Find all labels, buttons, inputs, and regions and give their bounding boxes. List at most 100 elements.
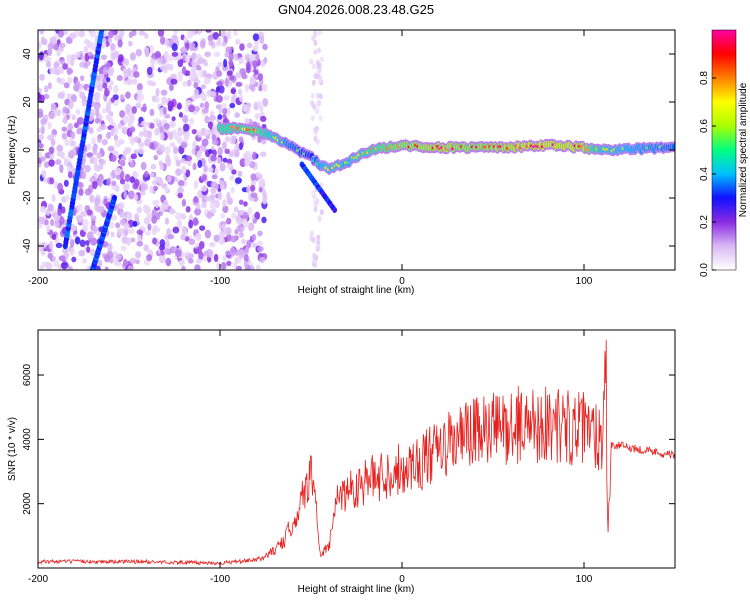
spectrogram-noise-cell [123,190,128,199]
spectrogram-noise-cell [257,73,264,81]
spectrogram-noise-cell [173,146,179,155]
spectrogram-noise-cell [230,186,235,194]
spectrogram-noise-cell [314,129,319,136]
spectrogram-noise-cell [208,148,213,155]
spectrogram-noise-cell [210,207,217,214]
spectrogram-noise-cell [136,83,143,91]
spectrogram-x-tick-label: -200 [28,276,48,287]
spectrogram-y-tick-label: -40 [22,238,33,253]
spectrogram-noise-cell [180,213,187,220]
spectrogram-noise-cell [84,164,91,173]
spectrogram-marks [38,30,675,270]
spectrogram-noise-cell [146,80,154,86]
spectrogram-noise-cell [168,131,174,141]
spectrogram-noise-cell [312,63,317,70]
spectrogram-noise-cell [185,205,191,213]
spectrogram-noise-cell [40,36,46,45]
spectrogram-noise-cell [204,51,212,58]
spectrogram-noise-cell [197,159,203,169]
spectrogram-noise-cell [132,221,138,227]
spectrogram-noise-cell [313,205,318,212]
spectrogram-noise-cell [247,206,253,216]
spectrogram-noise-cell [224,136,231,143]
spectrogram-noise-cell [224,52,230,58]
colorbar-gradient [711,29,737,271]
spectrogram-noise-cell [144,50,150,58]
spectrogram-noise-cell [114,33,120,41]
spectrogram-noise-cell [316,47,321,54]
spectrogram-noise-cell [63,116,68,125]
spectrogram-noise-cell [217,146,223,156]
spectrogram-noise-cell [106,177,112,187]
spectrogram-noise-cell [49,177,55,185]
spectrogram-noise-cell [261,216,267,224]
spectrogram-noise-cell [180,141,188,149]
spectrogram-noise-cell [193,82,199,89]
spectrogram-noise-cell [171,43,178,52]
spectrogram-noise-cell [168,83,174,92]
spectrogram-noise-cell [59,163,64,173]
spectrogram-noise-cell [233,261,238,270]
spectrogram-noise-cell [203,164,208,173]
spectrogram-noise-cell [180,234,186,241]
spectrogram-noise-cell [200,92,207,102]
spectrogram-noise-cell [175,159,181,167]
spectrogram-noise-cell [317,30,322,36]
snr-frame [37,329,676,569]
spectrogram-noise-cell [198,69,205,78]
spectrogram-noise-cell [238,136,244,143]
spectrogram-noise-cell [236,214,241,223]
spectrogram-noise-cell [97,259,103,268]
spectrogram-noise-cell [233,30,238,36]
spectrogram-noise-cell [114,139,121,148]
spectrogram-noise-cell [43,176,48,184]
spectrogram-noise-cell [219,184,225,190]
spectrogram-noise-cell [67,123,74,131]
spectrogram-noise-cell [58,255,66,262]
spectrogram-noise-cell [151,215,158,224]
spectrogram-noise-cell [60,59,66,65]
spectrogram-noise-cell [118,202,125,210]
spectrogram-noise-cell [38,216,45,225]
spectrogram-noise-cell [149,108,155,117]
spectrogram-noise-cell [222,199,227,208]
spectrogram-noise-cell [110,42,115,52]
spectrogram-noise-cell [157,30,165,37]
spectrogram-noise-cell [120,93,125,100]
spectrogram-streak-cell [111,194,118,202]
spectrogram-noise-cell [231,169,237,175]
spectrogram-noise-cell [218,85,225,94]
spectrogram-noise-cell [248,222,255,231]
spectrogram-noise-cell [188,253,194,259]
spectrogram-noise-cell [68,100,74,110]
spectrogram-noise-cell [48,146,55,155]
spectrogram-noise-cell [80,75,85,82]
spectrogram-noise-cell [193,180,199,189]
spectrogram-noise-cell [69,247,75,256]
spectrogram-noise-cell [123,229,129,237]
spectrogram-noise-cell [316,100,321,107]
spectrogram-noise-cell [128,31,134,39]
spectrogram-noise-cell [165,257,172,267]
spectrogram-noise-cell [119,159,126,167]
spectrogram-noise-cell [152,237,157,245]
spectrogram-noise-cell [226,107,231,116]
spectrogram-noise-cell [309,235,314,242]
spectrogram-noise-cell [96,84,103,92]
spectrogram-noise-cell [38,143,44,149]
spectrogram-noise-cell [185,155,193,162]
spectrogram-noise-cell [38,41,42,50]
spectrogram-noise-cell [246,159,252,165]
spectrogram-noise-cell [127,190,135,200]
spectrogram-noise-cell [110,97,115,103]
spectrogram-noise-cell [172,30,179,35]
chart-title: GN04.2026.008.23.48.G25 [278,2,434,17]
spectrogram-noise-cell [100,54,107,60]
spectrogram-noise-cell [136,206,143,214]
spectrogram-noise-cell [110,231,115,238]
spectrogram-noise-cell [73,122,79,129]
spectrogram-noise-cell [55,69,61,76]
spectrogram-noise-cell [237,88,243,95]
spectrogram-noise-cell [253,39,260,46]
spectrogram-noise-cell [262,98,269,107]
